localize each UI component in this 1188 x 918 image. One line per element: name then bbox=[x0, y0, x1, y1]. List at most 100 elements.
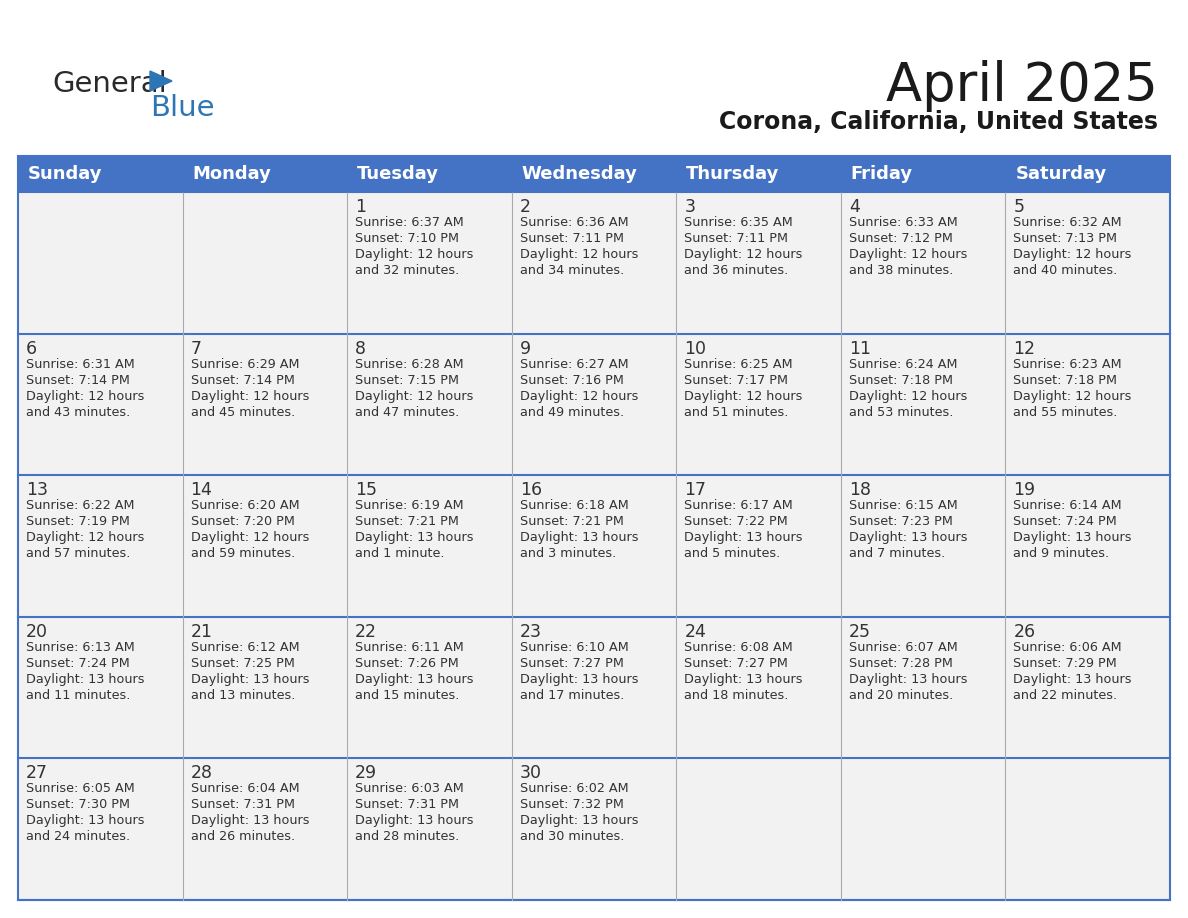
Text: Sunday: Sunday bbox=[29, 165, 102, 183]
Text: Sunrise: 6:05 AM: Sunrise: 6:05 AM bbox=[26, 782, 134, 795]
Bar bbox=[841, 617, 1005, 758]
Text: Sunset: 7:12 PM: Sunset: 7:12 PM bbox=[849, 232, 953, 245]
Text: Daylight: 13 hours: Daylight: 13 hours bbox=[684, 532, 803, 544]
Text: and 7 minutes.: and 7 minutes. bbox=[849, 547, 946, 560]
Text: Sunset: 7:29 PM: Sunset: 7:29 PM bbox=[1013, 656, 1117, 670]
Text: 4: 4 bbox=[849, 198, 860, 216]
Polygon shape bbox=[150, 71, 172, 91]
Text: and 32 minutes.: and 32 minutes. bbox=[355, 264, 460, 277]
Text: Sunset: 7:22 PM: Sunset: 7:22 PM bbox=[684, 515, 788, 528]
Text: and 34 minutes.: and 34 minutes. bbox=[519, 264, 624, 277]
Text: Sunset: 7:13 PM: Sunset: 7:13 PM bbox=[1013, 232, 1118, 245]
Bar bbox=[18, 617, 183, 758]
Text: and 49 minutes.: and 49 minutes. bbox=[519, 406, 624, 419]
Text: 13: 13 bbox=[26, 481, 48, 499]
Text: Sunset: 7:14 PM: Sunset: 7:14 PM bbox=[190, 374, 295, 386]
Bar bbox=[18, 333, 183, 476]
Text: Sunset: 7:10 PM: Sunset: 7:10 PM bbox=[355, 232, 459, 245]
Bar bbox=[1005, 333, 1170, 476]
Text: Daylight: 12 hours: Daylight: 12 hours bbox=[190, 389, 309, 403]
Bar bbox=[18, 156, 1170, 900]
Text: and 38 minutes.: and 38 minutes. bbox=[849, 264, 953, 277]
Text: and 17 minutes.: and 17 minutes. bbox=[519, 688, 624, 701]
Bar bbox=[512, 617, 676, 758]
Text: Sunrise: 6:19 AM: Sunrise: 6:19 AM bbox=[355, 499, 463, 512]
Text: 11: 11 bbox=[849, 340, 871, 358]
Text: and 43 minutes.: and 43 minutes. bbox=[26, 406, 131, 419]
Text: Daylight: 12 hours: Daylight: 12 hours bbox=[1013, 248, 1132, 261]
Bar bbox=[183, 758, 347, 900]
Text: Sunset: 7:14 PM: Sunset: 7:14 PM bbox=[26, 374, 129, 386]
Bar bbox=[1005, 476, 1170, 617]
Text: 25: 25 bbox=[849, 622, 871, 641]
Text: Sunrise: 6:17 AM: Sunrise: 6:17 AM bbox=[684, 499, 794, 512]
Text: 12: 12 bbox=[1013, 340, 1036, 358]
Text: Daylight: 13 hours: Daylight: 13 hours bbox=[1013, 532, 1132, 544]
Text: Sunset: 7:30 PM: Sunset: 7:30 PM bbox=[26, 799, 129, 812]
Text: Sunset: 7:26 PM: Sunset: 7:26 PM bbox=[355, 656, 459, 670]
Text: Sunrise: 6:32 AM: Sunrise: 6:32 AM bbox=[1013, 216, 1121, 229]
Text: Sunrise: 6:29 AM: Sunrise: 6:29 AM bbox=[190, 358, 299, 371]
Bar bbox=[1005, 758, 1170, 900]
Text: Sunrise: 6:22 AM: Sunrise: 6:22 AM bbox=[26, 499, 134, 512]
Text: Daylight: 13 hours: Daylight: 13 hours bbox=[519, 814, 638, 827]
Bar bbox=[347, 758, 512, 900]
Text: Sunset: 7:21 PM: Sunset: 7:21 PM bbox=[355, 515, 459, 528]
Text: Sunset: 7:24 PM: Sunset: 7:24 PM bbox=[1013, 515, 1117, 528]
Text: and 45 minutes.: and 45 minutes. bbox=[190, 406, 295, 419]
Bar bbox=[676, 617, 841, 758]
Bar bbox=[347, 192, 512, 333]
Bar bbox=[18, 476, 183, 617]
Text: Sunset: 7:11 PM: Sunset: 7:11 PM bbox=[684, 232, 789, 245]
Text: Daylight: 12 hours: Daylight: 12 hours bbox=[355, 389, 474, 403]
Text: Sunrise: 6:14 AM: Sunrise: 6:14 AM bbox=[1013, 499, 1121, 512]
Text: 16: 16 bbox=[519, 481, 542, 499]
Text: Sunset: 7:20 PM: Sunset: 7:20 PM bbox=[190, 515, 295, 528]
Text: 28: 28 bbox=[190, 765, 213, 782]
Text: and 30 minutes.: and 30 minutes. bbox=[519, 831, 624, 844]
Bar bbox=[512, 192, 676, 333]
Text: 8: 8 bbox=[355, 340, 366, 358]
Text: and 53 minutes.: and 53 minutes. bbox=[849, 406, 953, 419]
Text: and 3 minutes.: and 3 minutes. bbox=[519, 547, 615, 560]
Text: 17: 17 bbox=[684, 481, 707, 499]
Text: and 26 minutes.: and 26 minutes. bbox=[190, 831, 295, 844]
Text: Sunset: 7:19 PM: Sunset: 7:19 PM bbox=[26, 515, 129, 528]
Text: Sunrise: 6:27 AM: Sunrise: 6:27 AM bbox=[519, 358, 628, 371]
Bar bbox=[841, 758, 1005, 900]
Text: Daylight: 13 hours: Daylight: 13 hours bbox=[849, 673, 967, 686]
Text: Daylight: 12 hours: Daylight: 12 hours bbox=[26, 532, 145, 544]
Bar bbox=[841, 192, 1005, 333]
Text: and 59 minutes.: and 59 minutes. bbox=[190, 547, 295, 560]
Text: Sunrise: 6:13 AM: Sunrise: 6:13 AM bbox=[26, 641, 134, 654]
Text: Sunset: 7:18 PM: Sunset: 7:18 PM bbox=[849, 374, 953, 386]
Text: Sunset: 7:24 PM: Sunset: 7:24 PM bbox=[26, 656, 129, 670]
Text: Sunrise: 6:12 AM: Sunrise: 6:12 AM bbox=[190, 641, 299, 654]
Text: Sunrise: 6:33 AM: Sunrise: 6:33 AM bbox=[849, 216, 958, 229]
Text: Daylight: 13 hours: Daylight: 13 hours bbox=[355, 814, 474, 827]
Text: Daylight: 12 hours: Daylight: 12 hours bbox=[519, 389, 638, 403]
Text: Sunset: 7:27 PM: Sunset: 7:27 PM bbox=[684, 656, 788, 670]
Text: Daylight: 12 hours: Daylight: 12 hours bbox=[26, 389, 145, 403]
Bar bbox=[347, 476, 512, 617]
Bar bbox=[18, 192, 183, 333]
Text: Thursday: Thursday bbox=[687, 165, 779, 183]
Text: Daylight: 13 hours: Daylight: 13 hours bbox=[849, 532, 967, 544]
Text: 10: 10 bbox=[684, 340, 707, 358]
Text: Daylight: 12 hours: Daylight: 12 hours bbox=[849, 248, 967, 261]
Text: Daylight: 13 hours: Daylight: 13 hours bbox=[519, 532, 638, 544]
Text: 3: 3 bbox=[684, 198, 695, 216]
Text: Sunrise: 6:35 AM: Sunrise: 6:35 AM bbox=[684, 216, 794, 229]
Text: Sunset: 7:32 PM: Sunset: 7:32 PM bbox=[519, 799, 624, 812]
Text: 22: 22 bbox=[355, 622, 377, 641]
Text: Daylight: 12 hours: Daylight: 12 hours bbox=[684, 389, 803, 403]
Text: Monday: Monday bbox=[192, 165, 271, 183]
Bar bbox=[841, 476, 1005, 617]
Text: and 28 minutes.: and 28 minutes. bbox=[355, 831, 460, 844]
Text: Daylight: 13 hours: Daylight: 13 hours bbox=[684, 673, 803, 686]
Text: 21: 21 bbox=[190, 622, 213, 641]
Bar bbox=[183, 617, 347, 758]
Text: 20: 20 bbox=[26, 622, 48, 641]
Text: Sunrise: 6:15 AM: Sunrise: 6:15 AM bbox=[849, 499, 958, 512]
Text: Daylight: 13 hours: Daylight: 13 hours bbox=[1013, 673, 1132, 686]
